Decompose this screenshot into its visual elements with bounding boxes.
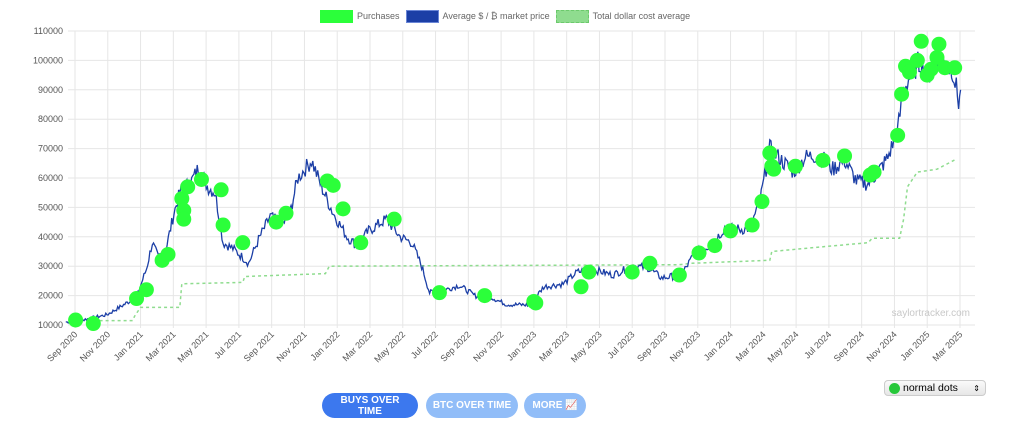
purchase-dot <box>180 179 196 195</box>
y-tick-label: 10000 <box>38 320 63 330</box>
purchase-dot <box>837 148 853 164</box>
x-tick-label: Jul 2022 <box>409 329 440 360</box>
purchase-dot <box>85 316 101 332</box>
purchase-dot <box>386 211 402 227</box>
x-tick-label: Sep 2024 <box>832 329 866 363</box>
x-tick-label: Jan 2024 <box>702 329 735 362</box>
purchase-dot <box>477 288 493 304</box>
y-tick-label: 70000 <box>38 144 63 154</box>
legend-dca[interactable]: Total dollar cost average <box>555 10 690 23</box>
y-tick-label: 90000 <box>38 85 63 95</box>
legend: Purchases Average $ / ₿ market price Tot… <box>320 10 690 23</box>
x-tick-label: Jul 2021 <box>212 329 243 360</box>
purchase-dot <box>923 61 939 77</box>
y-tick-label: 100000 <box>33 55 63 65</box>
purchase-dot <box>929 49 945 65</box>
purchase-dot <box>268 214 284 230</box>
green-dot-icon <box>889 382 900 394</box>
purchase-dot <box>129 291 145 307</box>
x-tick-label: May 2023 <box>569 329 604 364</box>
purchase-dot <box>68 312 84 328</box>
price-line <box>65 50 962 324</box>
purchase-dot <box>138 282 154 298</box>
x-tick-label: Nov 2021 <box>275 329 309 363</box>
watermark: saylortracker.com <box>892 308 970 319</box>
purchase-dot <box>215 217 231 233</box>
x-tick-label: Sep 2020 <box>45 329 79 363</box>
purchase-dot <box>890 127 906 143</box>
x-tick-label: Jul 2024 <box>802 329 833 360</box>
purchase-dot <box>528 295 544 311</box>
purchase-dot <box>174 191 190 207</box>
btc-over-time-button[interactable]: BTC OVER TIME <box>426 393 518 418</box>
x-tick-label: Nov 2022 <box>471 329 505 363</box>
purchase-dot <box>691 245 707 261</box>
y-tick-label: 60000 <box>38 173 63 183</box>
purchase-dot <box>707 238 723 254</box>
dots-style-select[interactable]: normal dots ⇕ <box>884 380 986 396</box>
purchase-dot <box>642 255 658 271</box>
purchase-dot <box>894 86 910 102</box>
purchase-dot <box>176 211 192 227</box>
y-tick-label: 80000 <box>38 114 63 124</box>
purchase-dot <box>787 158 803 174</box>
purchase-dot <box>335 201 351 217</box>
x-tick-label: Mar 2025 <box>930 329 964 363</box>
purchase-dot <box>624 264 640 280</box>
purchase-dot <box>947 60 963 76</box>
updown-arrows-icon: ⇕ <box>973 383 980 393</box>
x-tick-label: Nov 2023 <box>668 329 702 363</box>
x-tick-label: May 2024 <box>766 329 801 364</box>
legend-market-price[interactable]: Average $ / ₿ market price <box>405 10 550 23</box>
x-tick-label: Sep 2023 <box>635 329 669 363</box>
purchase-dot <box>901 64 917 80</box>
purchase-dot <box>762 145 778 161</box>
y-tick-label: 50000 <box>38 202 63 212</box>
purchase-dot <box>766 161 782 177</box>
purchase-dot <box>815 152 831 168</box>
x-tick-label: Nov 2024 <box>865 329 899 363</box>
purchase-dot <box>213 182 229 198</box>
purchase-dot <box>754 194 770 210</box>
x-tick-label: Mar 2022 <box>340 329 374 363</box>
purchase-dot <box>353 235 369 251</box>
purchase-dot <box>325 177 341 193</box>
x-tick-label: Mar 2023 <box>537 329 571 363</box>
purchase-dot <box>866 164 882 180</box>
y-tick-label: 40000 <box>38 232 63 242</box>
x-tick-label: Jan 2025 <box>898 329 931 362</box>
purchase-dot <box>671 267 687 283</box>
more-button[interactable]: MORE 📈 <box>524 393 586 418</box>
purchase-dot <box>744 217 760 233</box>
dca-line <box>75 158 958 322</box>
x-tick-label: Jul 2023 <box>606 329 637 360</box>
y-tick-label: 30000 <box>38 261 63 271</box>
x-tick-label: Jan 2022 <box>308 329 341 362</box>
purchase-dot <box>278 205 294 221</box>
purchase-dot <box>160 246 176 262</box>
purchase-dot <box>909 52 925 68</box>
purchase-dot <box>235 235 251 251</box>
x-tick-label: Mar 2021 <box>144 329 178 363</box>
buys-over-time-button[interactable]: BUYS OVER TIME <box>322 393 418 418</box>
purchase-dot <box>193 171 209 187</box>
purchase-dot <box>722 223 738 239</box>
legend-purchases[interactable]: Purchases <box>320 10 400 23</box>
y-tick-label: 110000 <box>34 26 63 36</box>
purchase-dot <box>573 279 589 295</box>
purchase-dot <box>431 285 447 301</box>
x-tick-label: Sep 2021 <box>242 329 276 363</box>
purchase-dot <box>931 36 947 52</box>
x-tick-label: Mar 2024 <box>734 329 768 363</box>
x-tick-label: Jan 2021 <box>112 329 145 362</box>
x-tick-label: Nov 2020 <box>78 329 112 363</box>
x-tick-label: Sep 2022 <box>438 329 472 363</box>
y-tick-label: 20000 <box>38 291 63 301</box>
x-tick-label: May 2021 <box>176 329 211 364</box>
purchase-dot <box>581 264 597 280</box>
x-tick-label: Jan 2023 <box>505 329 538 362</box>
x-tick-label: May 2022 <box>372 329 407 364</box>
purchase-dot <box>913 33 929 49</box>
